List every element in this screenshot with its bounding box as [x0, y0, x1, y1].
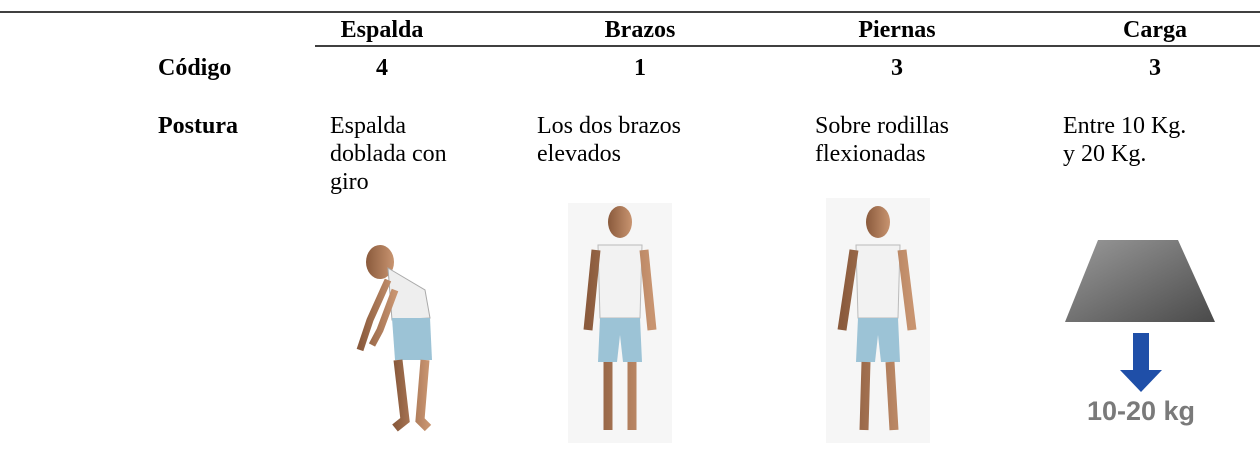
- figure-back: [356, 245, 432, 432]
- posture-text: Espalda: [330, 113, 406, 139]
- code-value: 1: [634, 55, 646, 81]
- row-label: Postura: [158, 113, 238, 139]
- figure-arms: [568, 203, 672, 443]
- load-icon: [1065, 240, 1215, 392]
- posture-text: Entre 10 Kg.: [1063, 113, 1186, 139]
- posture-text: Los dos brazos: [537, 113, 681, 139]
- posture-text: Sobre rodillas: [815, 113, 949, 139]
- posture-text: flexionadas: [815, 141, 926, 167]
- posture-text: giro: [330, 169, 369, 195]
- code-value: 3: [1149, 55, 1161, 81]
- column-header: Piernas: [858, 17, 935, 43]
- column-header: Carga: [1123, 17, 1187, 43]
- figure-legs: [826, 198, 930, 443]
- posture-text: y 20 Kg.: [1063, 141, 1146, 167]
- code-value: 4: [376, 55, 388, 81]
- posture-text: doblada con: [330, 141, 447, 167]
- row-label: Código: [158, 55, 231, 81]
- code-value: 3: [891, 55, 903, 81]
- posture-text: elevados: [537, 141, 621, 167]
- column-header: Espalda: [341, 17, 424, 43]
- load-label: 10-20 kg: [1087, 396, 1195, 426]
- column-header: Brazos: [605, 17, 676, 43]
